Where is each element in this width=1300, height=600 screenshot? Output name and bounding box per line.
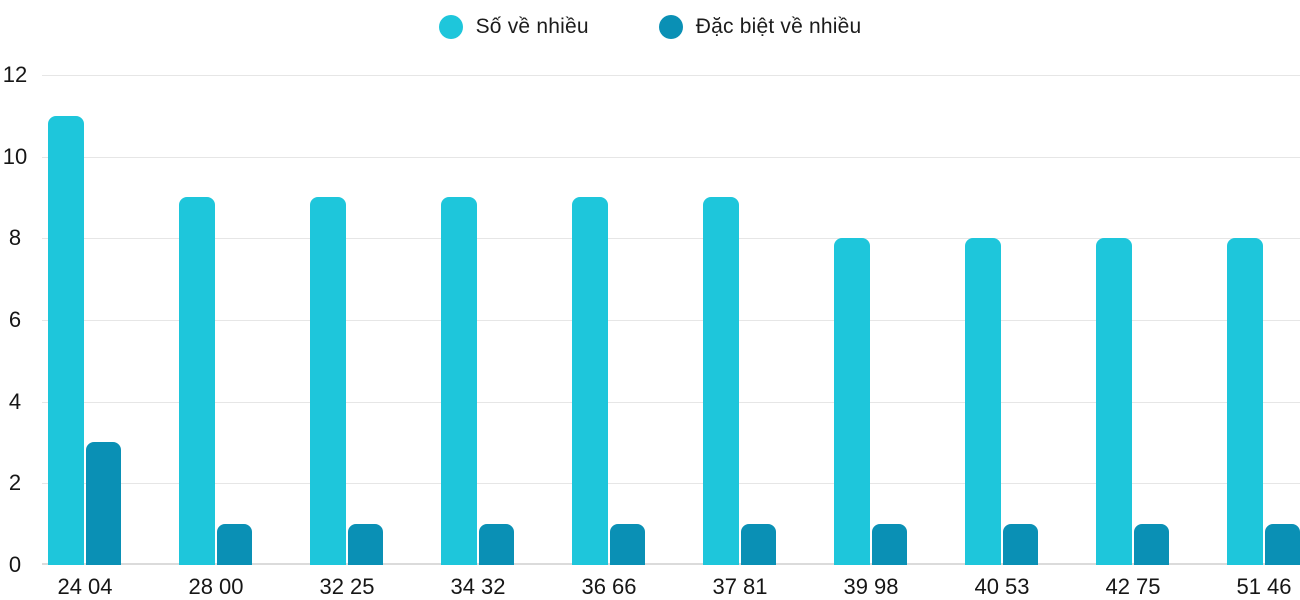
x-tick-label: 34 32 (450, 574, 506, 599)
bar-so-ve-nhieu (48, 116, 84, 565)
bar-dac-biet-ve-nhieu (348, 524, 383, 565)
bar-dac-biet-ve-nhieu (610, 524, 645, 565)
plot-area (42, 75, 1300, 565)
bar-so-ve-nhieu (703, 197, 739, 565)
gridline (42, 320, 1300, 321)
gridline (42, 75, 1300, 76)
x-axis-baseline (42, 563, 1300, 565)
bar-dac-biet-ve-nhieu (1003, 524, 1038, 565)
bar-so-ve-nhieu (441, 197, 477, 565)
bar-dac-biet-ve-nhieu (872, 524, 907, 565)
x-tick-label: 28 00 (188, 574, 244, 599)
y-tick-label: 8 (8, 225, 22, 250)
gridline (42, 402, 1300, 403)
x-tick-label: 24 04 (57, 574, 113, 599)
legend-label-dac-biet-ve-nhieu: Đặc biệt về nhiều (695, 15, 862, 38)
gridline (42, 483, 1300, 484)
legend-item-so-ve-nhieu[interactable]: Số về nhiều (438, 14, 589, 40)
bar-so-ve-nhieu (572, 197, 608, 565)
y-tick-label: 0 (8, 552, 22, 577)
bar-so-ve-nhieu (1227, 238, 1263, 565)
legend-label-so-ve-nhieu: Số về nhiều (475, 15, 589, 38)
y-tick-label: 10 (2, 144, 28, 169)
bar-so-ve-nhieu (310, 197, 346, 565)
legend-item-dac-biet-ve-nhieu[interactable]: Đặc biệt về nhiều (658, 14, 862, 40)
legend-dot-teal-icon (658, 15, 683, 39)
bar-dac-biet-ve-nhieu (479, 524, 514, 565)
bar-dac-biet-ve-nhieu (86, 442, 121, 565)
legend: Số về nhiều Đặc biệt về nhiều (0, 14, 1300, 40)
gridline (42, 238, 1300, 239)
x-tick-label: 51 46 (1236, 574, 1292, 599)
bar-so-ve-nhieu (179, 197, 215, 565)
x-tick-label: 40 53 (974, 574, 1030, 599)
bar-so-ve-nhieu (834, 238, 870, 565)
y-tick-label: 4 (8, 389, 22, 414)
y-tick-label: 12 (2, 62, 28, 87)
bar-dac-biet-ve-nhieu (1134, 524, 1169, 565)
x-tick-label: 32 25 (319, 574, 375, 599)
bar-dac-biet-ve-nhieu (741, 524, 776, 565)
gridline (42, 157, 1300, 158)
legend-dot-cyan-icon (438, 15, 463, 39)
y-tick-label: 2 (8, 470, 22, 495)
bar-so-ve-nhieu (1096, 238, 1132, 565)
x-axis: 24 04 28 00 32 25 34 32 36 66 37 81 39 98 40 53… (42, 574, 1300, 600)
bar-dac-biet-ve-nhieu (217, 524, 252, 565)
bar-so-ve-nhieu (965, 238, 1001, 565)
x-tick-label: 39 98 (843, 574, 899, 599)
y-tick-label: 6 (8, 307, 22, 332)
x-tick-label: 42 75 (1105, 574, 1161, 599)
x-tick-label: 36 66 (581, 574, 637, 599)
x-tick-label: 37 81 (712, 574, 768, 599)
y-axis: 0 2 4 6 8 10 12 (0, 62, 30, 577)
bar-dac-biet-ve-nhieu (1265, 524, 1300, 565)
